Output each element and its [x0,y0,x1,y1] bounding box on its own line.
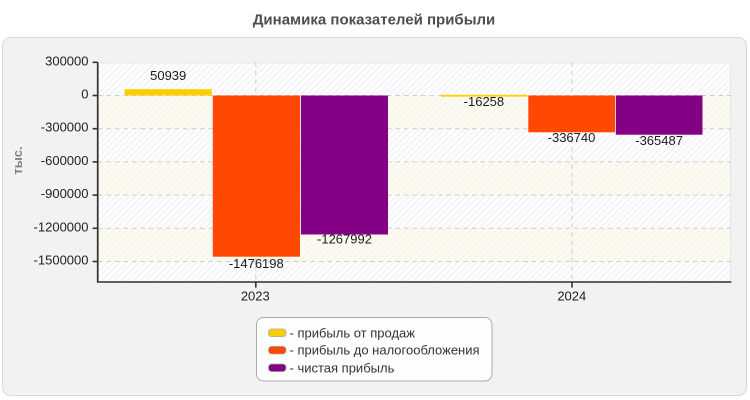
svg-text:-1267992: -1267992 [317,232,372,247]
svg-text:300000: 300000 [45,54,88,69]
svg-text:Динамика показателей прибыли: Динамика показателей прибыли [253,11,496,28]
svg-text:- прибыль от продаж: - прибыль от продаж [290,325,416,340]
svg-text:- прибыль до налогообложения: - прибыль до налогообложения [290,343,480,358]
svg-text:-300000: -300000 [41,120,89,135]
svg-text:0: 0 [81,87,88,102]
svg-text:-16258: -16258 [464,94,504,109]
svg-text:-365487: -365487 [635,133,683,148]
svg-text:-600000: -600000 [41,153,89,168]
svg-text:тыс.: тыс. [10,146,25,174]
svg-text:- чистая прибыль: - чистая прибыль [290,360,395,375]
svg-text:2023: 2023 [241,289,270,304]
svg-text:-1500000: -1500000 [34,253,89,268]
svg-text:2024: 2024 [557,289,586,304]
svg-text:50939: 50939 [150,68,186,83]
svg-text:-336740: -336740 [548,130,596,145]
svg-text:-1200000: -1200000 [34,219,89,234]
svg-text:-900000: -900000 [41,186,89,201]
svg-text:-1476198: -1476198 [229,256,284,271]
